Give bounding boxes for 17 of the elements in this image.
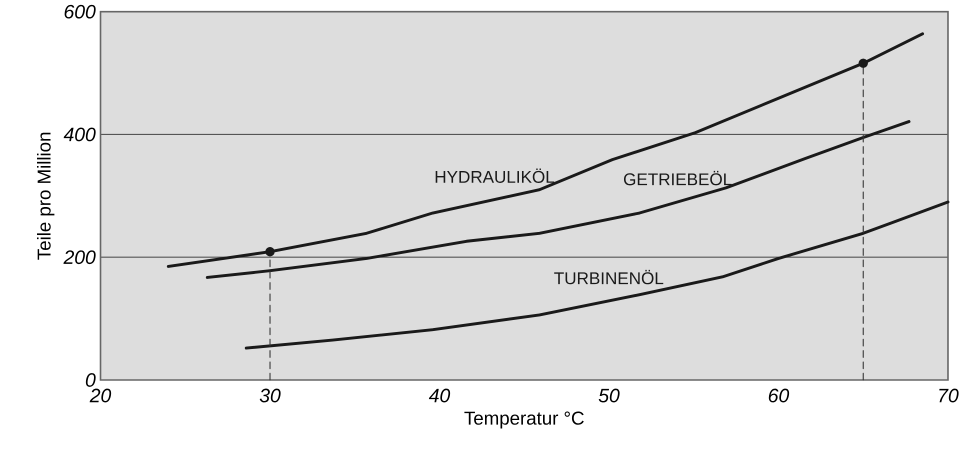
x-tick-label: 30 <box>260 388 281 402</box>
y-tick-label: 400 <box>64 128 96 142</box>
y-tick-label: 200 <box>63 250 96 264</box>
y-tick-label: 0 <box>86 373 96 387</box>
x-tick-label: 20 <box>90 388 112 402</box>
line-series <box>244 200 950 350</box>
y-axis-title: Teile pro Million <box>36 132 54 260</box>
series-label: HYDRAULIKÖL <box>436 168 554 183</box>
line-series <box>166 32 924 268</box>
x-axis-title: Temperatur °C <box>464 412 584 428</box>
x-tick-label: 70 <box>939 388 959 402</box>
x-tick-label: 40 <box>428 388 450 402</box>
x-tick-label: 60 <box>768 388 790 402</box>
series-label: TURBINENÖL <box>554 270 664 284</box>
x-tick-label: 50 <box>598 388 620 402</box>
y-tick-label: 600 <box>64 4 96 19</box>
series-label: GETRIEBEÖL <box>624 170 732 186</box>
